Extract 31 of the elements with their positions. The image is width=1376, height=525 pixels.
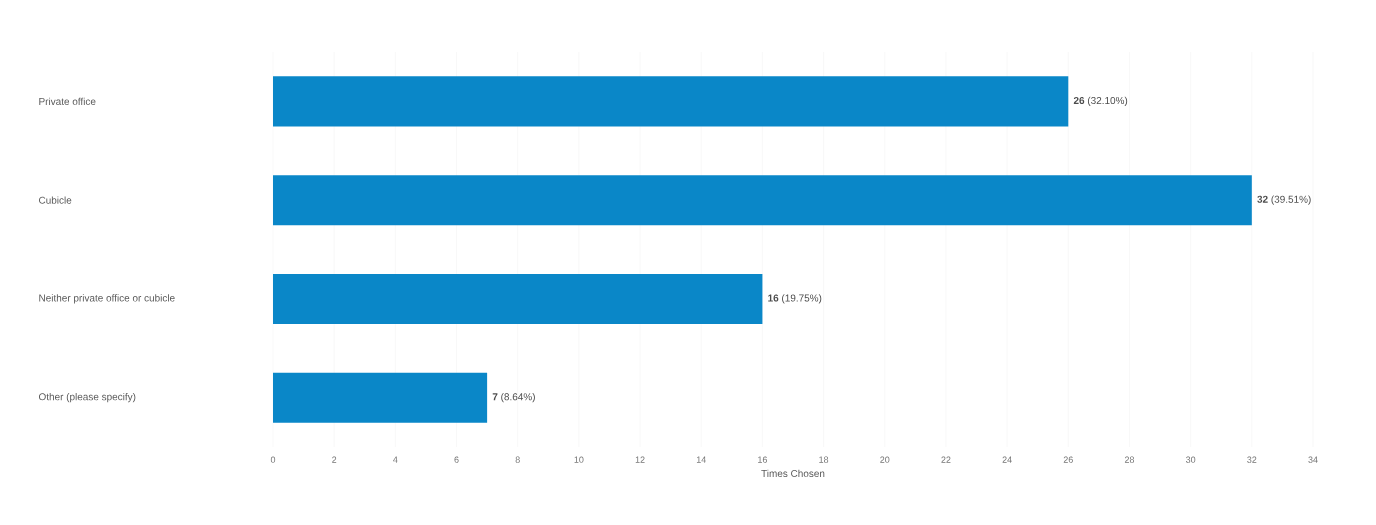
x-tick-label: 30 — [1185, 456, 1196, 463]
x-tick-label: 18 — [819, 456, 829, 463]
x-tick-label: 16 — [758, 456, 767, 463]
x-tick-label: 34 — [1308, 456, 1318, 463]
x-tick-label: 28 — [1124, 456, 1135, 463]
x-axis-title: Times Chosen — [761, 469, 825, 478]
y-tick-label: Other (please specify) — [38, 392, 136, 403]
x-tick-label: 2 — [332, 456, 337, 463]
x-tick-label: 22 — [941, 456, 951, 463]
x-tick-label: 10 — [574, 456, 584, 463]
y-tick-label: Neither private office or cubicle — [39, 294, 175, 304]
x-tick-label: 6 — [454, 456, 459, 463]
bar — [273, 273, 763, 324]
x-tick-label: 8 — [515, 456, 520, 463]
data-label: 16 (19.75%) — [768, 294, 822, 304]
x-tick-label: 32 — [1247, 456, 1257, 463]
y-tick-label: Private office — [39, 97, 96, 106]
x-tick-label: 0 — [270, 456, 276, 463]
x-tick-label: 12 — [635, 456, 645, 463]
bar — [273, 372, 488, 423]
x-tick-label: 20 — [880, 456, 890, 463]
data-label: 26 (32.10%) — [1073, 96, 1128, 107]
bar — [273, 175, 1252, 226]
x-tick-label: 24 — [1002, 456, 1012, 463]
data-label: 32 (39.51%) — [1257, 195, 1311, 205]
x-tick-label: 14 — [696, 456, 706, 463]
x-tick-label: 4 — [393, 456, 398, 463]
y-tick-label: Cubicle — [39, 196, 72, 204]
data-label: 7 (8.64%) — [492, 392, 535, 403]
bar — [273, 76, 1069, 127]
x-tick-label: 26 — [1063, 456, 1073, 463]
